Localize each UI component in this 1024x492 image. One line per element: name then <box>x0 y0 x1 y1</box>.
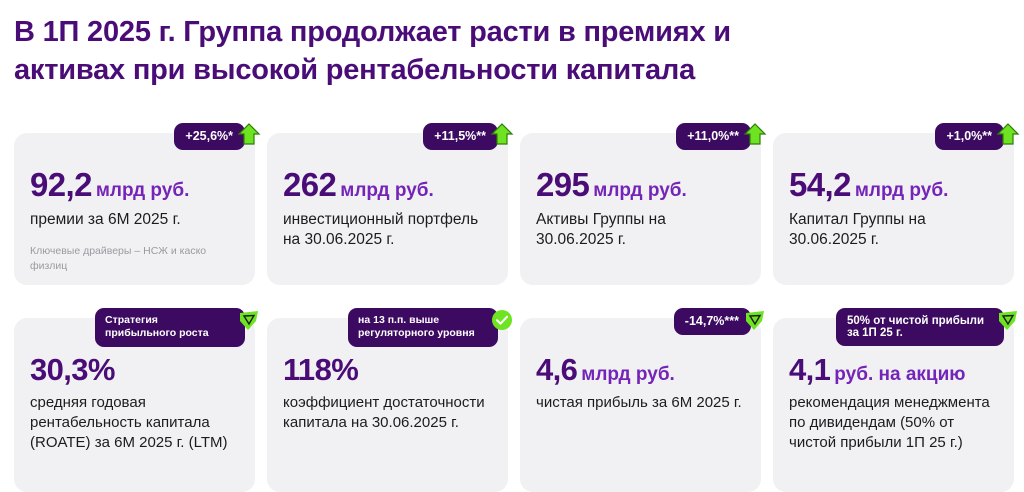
metric-unit: млрд руб. <box>95 180 190 201</box>
gem-triangle-icon <box>995 307 1021 333</box>
arrow-up-icon <box>489 122 515 148</box>
metric-value-line: 92,2 млрд руб. <box>30 168 239 201</box>
metric-value: 30,3% <box>30 352 116 387</box>
status-badge: +25,6%* <box>174 123 245 150</box>
metric-card-investment-portfolio: +11,5%** 262 млрд руб. инвестиционный пор… <box>267 123 514 285</box>
metric-card-dividend: 50% от чистой прибыли за 1П 25 г. 4,1 руб… <box>773 308 1017 492</box>
status-badge: +1,0%** <box>935 123 1004 150</box>
status-badge: Стратегия прибыльного роста <box>95 308 245 347</box>
metric-unit: млрд руб. <box>593 180 687 201</box>
metric-card-group-assets: +11,0%** 295 млрд руб. Активы Группы на 3… <box>520 123 767 285</box>
metric-value-line: 262 млрд руб. <box>283 168 492 201</box>
metric-card-grid: +25,6%* 92,2 млрд руб. премии за 6М 2025 … <box>14 123 1020 492</box>
metric-description: чистая прибыль за 6М 2025 г. <box>536 394 742 411</box>
metric-card-roate: Стратегия прибыльного роста 30,3% средня… <box>14 308 258 492</box>
metric-card-net-profit: -14,7%*** 4,6 млрд руб. чистая прибыль за… <box>520 308 764 492</box>
status-badge: на 13 п.п. выше регуляторного уровня <box>348 308 498 347</box>
status-badge: +11,5%** <box>423 123 498 150</box>
arrow-up-icon <box>742 122 768 148</box>
status-badge: +11,0%** <box>676 123 751 150</box>
arrow-up-icon <box>995 122 1021 148</box>
metric-value: 118% <box>283 352 359 387</box>
arrow-up-icon <box>236 122 262 148</box>
metric-value: 54,2 <box>789 166 851 203</box>
metric-description: Капитал Группы на 30.06.2025 г. <box>789 211 926 249</box>
metric-value: 262 <box>283 166 337 203</box>
metric-value: 92,2 <box>30 166 92 203</box>
metric-card-capital-adequacy: на 13 п.п. выше регуляторного уровня 118… <box>267 308 512 492</box>
metric-card-group-capital: +1,0%** 54,2 млрд руб. Капитал Группы на … <box>773 123 1020 285</box>
metric-description: рекомендация менеджмента по дивидендам (… <box>789 394 990 451</box>
metric-value-line: 4,6 млрд руб. <box>536 354 745 385</box>
page-title-line-2: активах при высокой рентабельности капит… <box>14 53 696 86</box>
metric-description: средняя годовая рентабельность капитала … <box>30 394 228 451</box>
metric-unit: млрд руб. <box>854 180 949 201</box>
metric-unit: руб. на акцию <box>834 364 966 385</box>
page-title: В 1П 2025 г. Группа продолжает расти в п… <box>14 14 1004 89</box>
metric-value: 295 <box>536 166 590 203</box>
metric-value-line: 4,1 руб. на акцию <box>789 354 998 385</box>
metric-description: инвестиционный портфель на 30.06.2025 г. <box>283 211 479 249</box>
metric-description: Активы Группы на 30.06.2025 г. <box>536 211 666 249</box>
metric-unit: млрд руб. <box>340 180 434 201</box>
page-title-line-1: В 1П 2025 г. Группа продолжает расти в п… <box>14 16 731 48</box>
metric-description: премии за 6М 2025 г. <box>30 211 181 228</box>
metric-value-line: 54,2 млрд руб. <box>789 168 998 201</box>
metric-value-line: 295 млрд руб. <box>536 168 745 201</box>
metric-unit: млрд руб. <box>581 364 675 385</box>
check-circle-icon <box>489 307 515 333</box>
gem-triangle-icon <box>742 307 768 333</box>
metric-value: 4,1 <box>789 352 831 387</box>
metric-value-line: 118% <box>283 354 492 385</box>
metric-note: Ключевые драйверы – НСЖ и каско физлиц <box>30 245 207 272</box>
metric-value-line: 30,3% <box>30 354 239 385</box>
status-badge: -14,7%*** <box>673 308 751 335</box>
status-badge: 50% от чистой прибыли за 1П 25 г. <box>836 308 1004 346</box>
metric-card-premiums: +25,6%* 92,2 млрд руб. премии за 6М 2025 … <box>14 123 261 285</box>
gem-triangle-icon <box>236 307 262 333</box>
metric-value: 4,6 <box>536 352 578 387</box>
metric-description: коэффициент достаточности капитала на 30… <box>283 394 485 431</box>
